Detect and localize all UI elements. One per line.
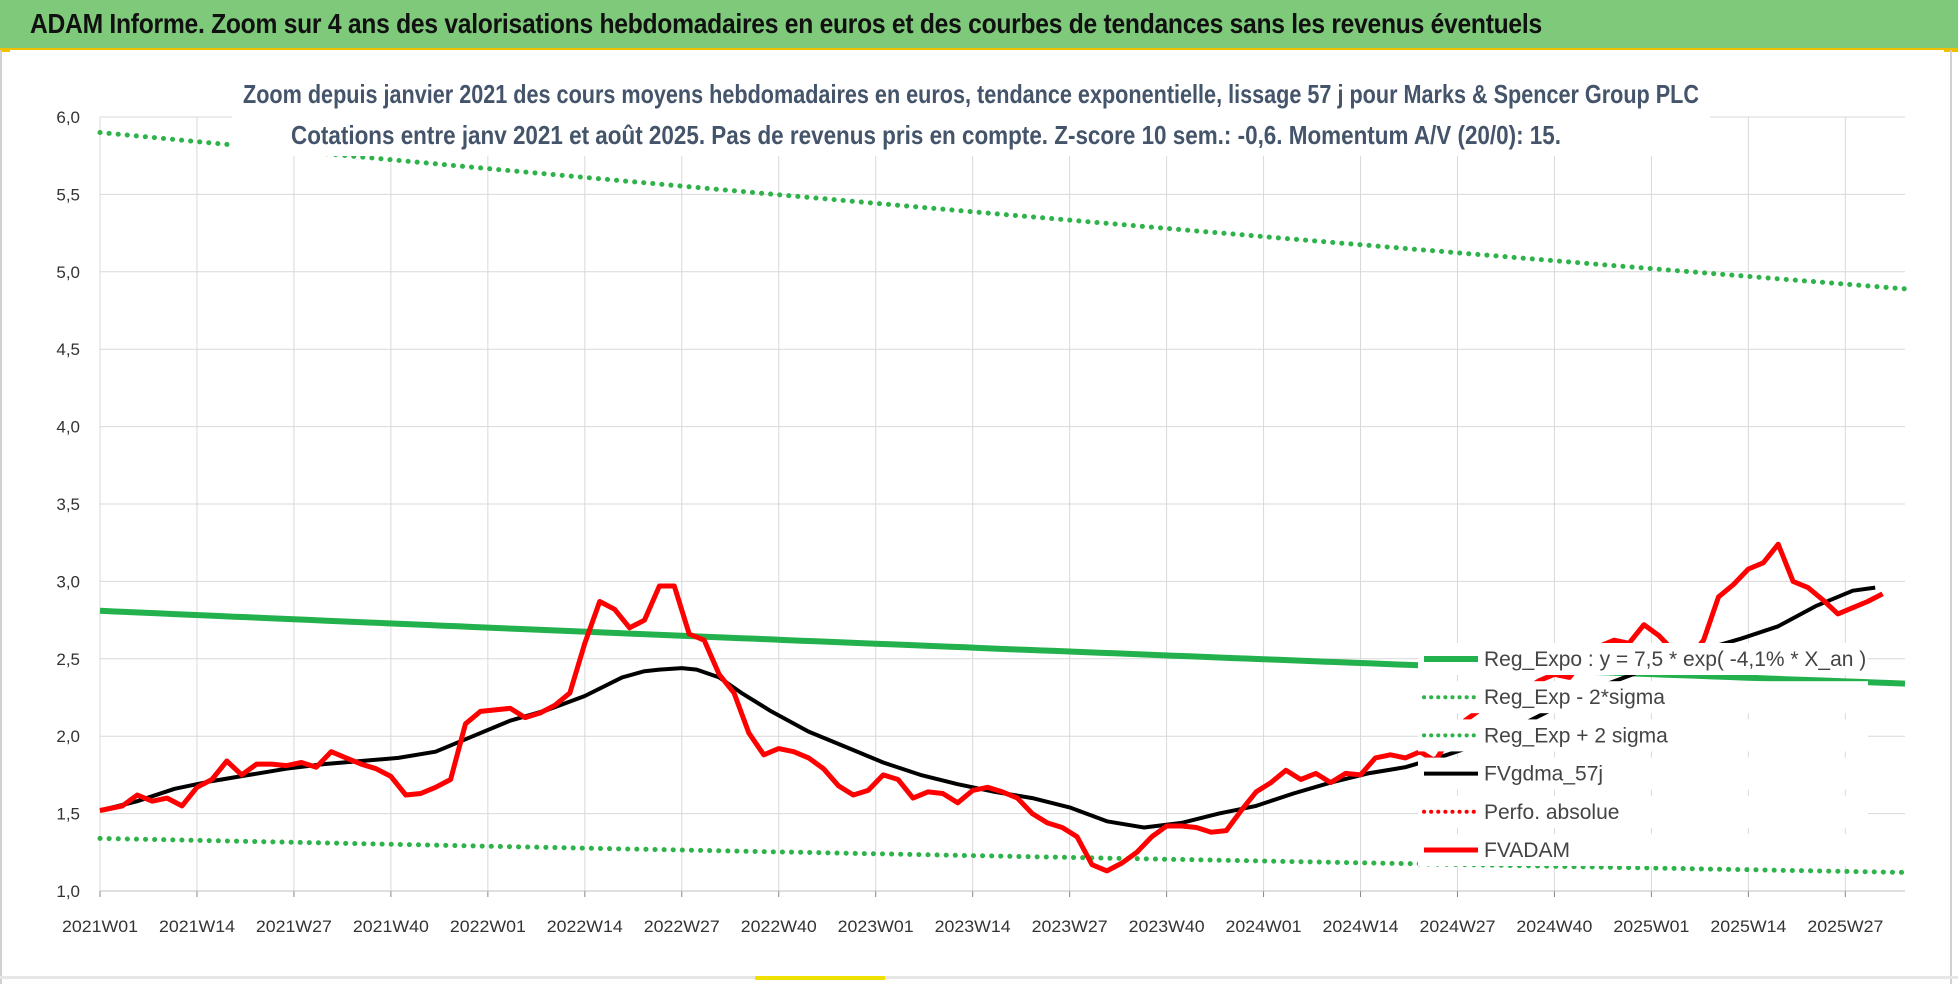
legend-item-background <box>1418 834 1868 866</box>
legend-label: Reg_Exp - 2*sigma <box>1484 686 1665 709</box>
series-line-reg-exp-2-sigma <box>97 835 1908 875</box>
x-axis-ticks: 2021W01 2021W14 2021W27 2021W40 2022W01 2022W… <box>62 917 1883 936</box>
x-tick-label: 2024W14 <box>1323 917 1399 936</box>
x-tick-label: 2023W40 <box>1129 917 1205 936</box>
x-tick-label: 2023W14 <box>935 917 1011 936</box>
header-bar: ADAM Informe. Zoom sur 4 ans des valoris… <box>0 0 1958 50</box>
x-tick-label: 2022W01 <box>450 917 526 936</box>
x-tick-label: 2025W01 <box>1613 917 1689 936</box>
frame-border <box>0 50 2 984</box>
legend-label: FVADAM <box>1484 839 1570 862</box>
y-tick-label: 3,5 <box>56 495 80 514</box>
chart-title-line-2: Cotations entre janv 2021 et août 2025. … <box>291 120 1561 150</box>
y-tick-label: 4,0 <box>56 418 80 437</box>
legend-label: Reg_Exp + 2 sigma <box>1484 724 1668 747</box>
x-tick-label: 2021W40 <box>353 917 429 936</box>
y-axis-ticks: 1,0 1,5 2,0 2,5 3,0 3,5 4,0 4,5 5,0 5,5 6,0 <box>56 108 80 901</box>
y-tick-label: 1,5 <box>56 805 80 824</box>
x-tick-label: 2024W01 <box>1226 917 1302 936</box>
x-tick-label: 2021W14 <box>159 917 235 936</box>
chart-title-line-1: Zoom depuis janvier 2021 des cours moyen… <box>243 79 1699 109</box>
x-tick-label: 2021W01 <box>62 917 138 936</box>
corner-mark <box>0 48 10 52</box>
x-tick-label: 2024W40 <box>1516 917 1592 936</box>
bottom-mark <box>755 976 885 980</box>
y-tick-label: 5,0 <box>56 263 80 282</box>
legend-item-background <box>1418 795 1868 828</box>
legend-label: Reg_Expo : y = 7,5 * exp( -4,1% * X_an ) <box>1484 648 1866 671</box>
y-tick-label: 2,0 <box>56 727 80 746</box>
x-tick-label: 2023W27 <box>1032 917 1108 936</box>
legend-item-background <box>1418 757 1868 790</box>
x-tick-label: 2024W27 <box>1419 917 1495 936</box>
y-tick-label: 6,0 <box>56 108 80 127</box>
legend: Reg_Expo : y = 7,5 * exp( -4,1% * X_an )… <box>1418 643 1868 866</box>
legend-label: FVgdma_57j <box>1484 763 1603 786</box>
frame-border <box>1950 50 1952 984</box>
chart-title: Zoom depuis janvier 2021 des cours moyen… <box>232 76 1710 156</box>
page-title: ADAM Informe. Zoom sur 4 ans des valoris… <box>30 8 1542 39</box>
legend-item-background <box>1418 681 1868 714</box>
y-tick-label: 2,5 <box>56 650 80 669</box>
x-tick-label: 2021W27 <box>256 917 332 936</box>
x-tick-label: 2025W14 <box>1710 917 1786 936</box>
legend-item-background <box>1418 719 1868 752</box>
y-tick-label: 1,0 <box>56 882 80 901</box>
y-tick-label: 4,5 <box>56 340 80 359</box>
x-tick-label: 2022W27 <box>644 917 720 936</box>
series-line-reg-exp-2-sigma <box>97 130 1908 292</box>
x-tick-label: 2023W01 <box>838 917 914 936</box>
legend-item-background <box>1418 643 1868 675</box>
x-tick-label: 2025W27 <box>1807 917 1883 936</box>
chart-title-background <box>232 76 1710 156</box>
y-tick-label: 5,5 <box>56 185 80 204</box>
x-tick-label: 2022W40 <box>741 917 817 936</box>
y-tick-label: 3,0 <box>56 572 80 591</box>
frame-border <box>0 976 1958 979</box>
legend-label: Perfo. absolue <box>1484 801 1619 824</box>
x-tick-label: 2022W14 <box>547 917 623 936</box>
